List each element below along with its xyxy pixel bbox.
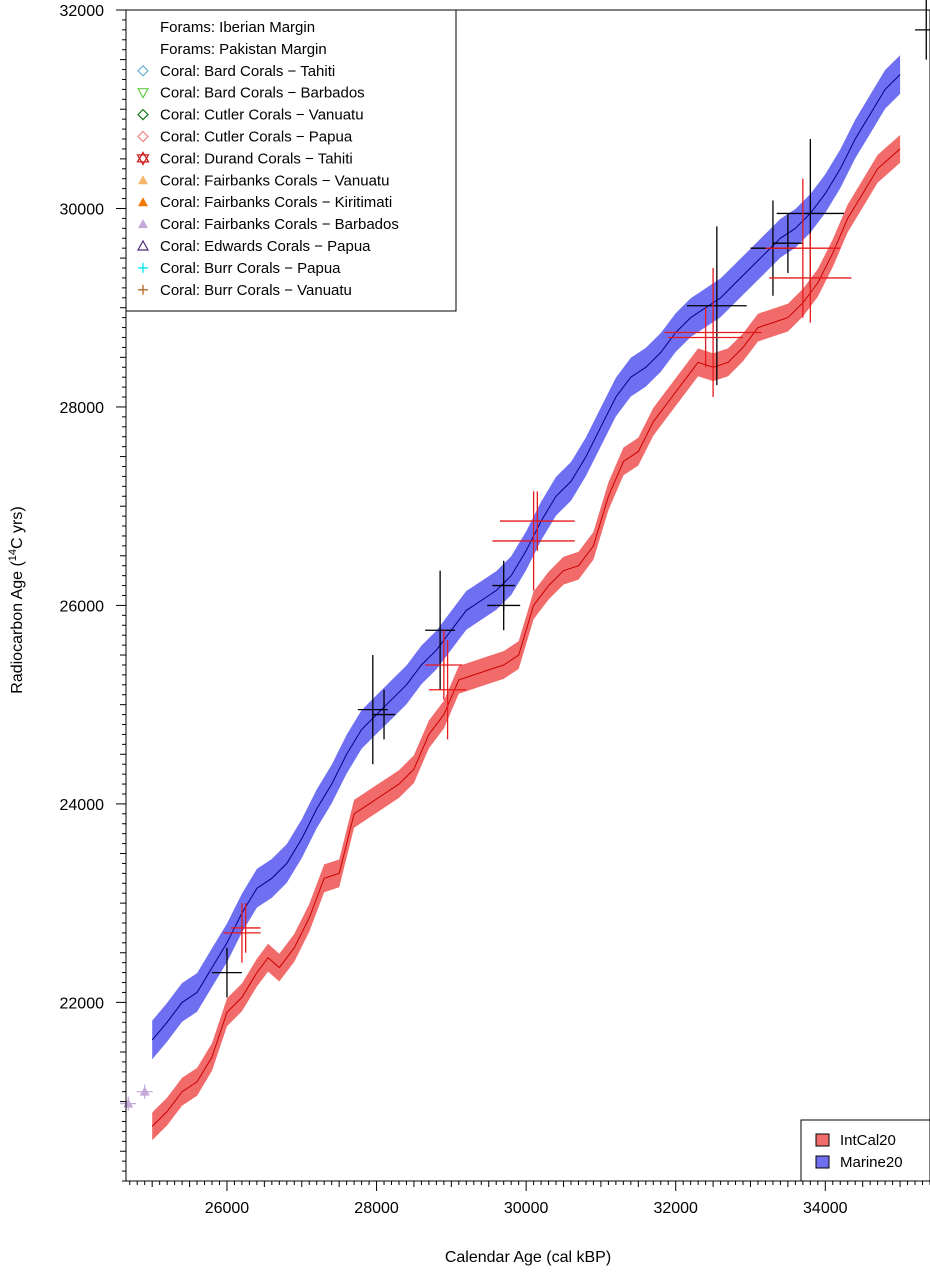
intcal-cross-0 bbox=[230, 903, 261, 953]
legend-curves: IntCal20 Marine20 bbox=[800, 1119, 930, 1182]
legend-entry-10-marker bbox=[136, 239, 150, 251]
forams-cross-2 bbox=[372, 689, 396, 740]
legend-entry-2-label: Coral: Bard Corals − Tahiti bbox=[160, 63, 335, 80]
legend-entry-9-label: Coral: Fairbanks Corals − Barbados bbox=[160, 216, 399, 233]
intcal-cross-8 bbox=[765, 178, 841, 318]
legend-entry-8-marker bbox=[138, 197, 148, 207]
legend-entry-10-label: Coral: Edwards Corals − Papua bbox=[160, 238, 371, 255]
legend-entry-11-label: Coral: Burr Corals − Papua bbox=[160, 260, 341, 277]
fairbanks-barbados-point-1 bbox=[120, 1096, 137, 1111]
legend-curves-box bbox=[800, 1119, 930, 1182]
legend-entry-7: Coral: Fairbanks Corals − Vanuatu bbox=[138, 172, 389, 189]
forams-cross-8 bbox=[772, 213, 803, 273]
forams-cross-0 bbox=[212, 947, 242, 998]
y-axis-title-main: Radiocarbon Age ( bbox=[9, 561, 26, 694]
intcal20-band bbox=[152, 135, 901, 1141]
legend-entry-3: Coral: Bard Corals − Barbados bbox=[136, 85, 365, 102]
intcal-cross-1 bbox=[223, 903, 261, 963]
legend-entry-3-label: Coral: Bard Corals − Barbados bbox=[160, 85, 365, 102]
forams-cross-6 bbox=[686, 226, 747, 386]
x-tick-label-32000: 32000 bbox=[653, 1200, 698, 1217]
y-axis-title-superscript: 14 bbox=[7, 549, 19, 561]
legend-entry-0: Forams: Iberian Margin bbox=[160, 19, 315, 36]
intcal-cross-6 bbox=[668, 307, 744, 368]
x-tick-label-28000: 28000 bbox=[354, 1200, 399, 1217]
intcal20-line bbox=[151, 148, 901, 1127]
forams-cross-10 bbox=[915, 0, 930, 60]
legend-entry-9-marker bbox=[138, 219, 148, 229]
y-axis-title: Radiocarbon Age (14C yrs) bbox=[7, 506, 26, 693]
legend-data-sources-box bbox=[125, 9, 457, 312]
y-tick-label-26000: 26000 bbox=[60, 598, 105, 615]
legend-curve-marine20-swatch bbox=[815, 1155, 830, 1169]
legend-curve-intcal20-swatch bbox=[815, 1133, 830, 1147]
forams-cross-3 bbox=[425, 570, 456, 690]
intcal-cross-9 bbox=[769, 233, 852, 323]
legend-data-sources: Forams: Iberian Margin Forams: Pakistan M… bbox=[125, 9, 457, 312]
data-points bbox=[120, 1084, 153, 1111]
y-axis: 22000 24000 26000 28000 30000 32000 bbox=[60, 3, 126, 1182]
legend-entry-6-label: Coral: Durand Corals − Tahiti bbox=[160, 150, 353, 167]
fairbanks-barbados-point-0 bbox=[136, 1084, 153, 1099]
intcal-cross-3 bbox=[428, 640, 467, 740]
legend-entry-10: Coral: Edwards Corals − Papua bbox=[136, 238, 371, 255]
legend-entry-12: Coral: Burr Corals − Vanuatu bbox=[138, 282, 352, 299]
x-axis: 26000 28000 30000 32000 34000 bbox=[129, 1181, 930, 1217]
legend-entry-6: Coral: Durand Corals − Tahiti bbox=[136, 150, 353, 167]
legend-entry-1: Forams: Pakistan Margin bbox=[160, 41, 327, 58]
legend-entry-9: Coral: Fairbanks Corals − Barbados bbox=[138, 216, 399, 233]
legend-entry-7-label: Coral: Fairbanks Corals − Vanuatu bbox=[160, 172, 389, 189]
y-tick-label-24000: 24000 bbox=[60, 797, 105, 814]
legend-entry-0-label: Forams: Iberian Margin bbox=[160, 19, 315, 36]
legend-curve-intcal20-label: IntCal20 bbox=[840, 1132, 896, 1149]
legend-entry-12-label: Coral: Burr Corals − Vanuatu bbox=[160, 282, 352, 299]
legend-curve-intcal20: IntCal20 bbox=[815, 1132, 896, 1149]
legend-entry-6-marker-down bbox=[136, 154, 150, 166]
legend-entry-5-label: Coral: Cutler Corals − Papua bbox=[160, 129, 353, 146]
y-tick-label-28000: 28000 bbox=[60, 400, 105, 417]
x-tick-label-26000: 26000 bbox=[205, 1200, 250, 1217]
legend-entry-1-label: Forams: Pakistan Margin bbox=[160, 41, 327, 58]
y-tick-label-22000: 22000 bbox=[60, 995, 105, 1012]
forams-cross-1 bbox=[357, 655, 388, 765]
y-tick-label-32000: 32000 bbox=[60, 3, 105, 20]
y-axis-title-tail: C yrs) bbox=[9, 506, 26, 549]
legend-curve-marine20-label: Marine20 bbox=[840, 1154, 903, 1171]
intcal-cross-5 bbox=[492, 491, 575, 591]
legend-entry-11: Coral: Burr Corals − Papua bbox=[138, 260, 341, 277]
intcal-cross-2 bbox=[425, 630, 463, 700]
forams-cross-5 bbox=[487, 580, 521, 631]
legend-entry-6-marker-up bbox=[136, 151, 150, 163]
fairbanks-barbados-point-0-marker bbox=[139, 1086, 150, 1096]
x-tick-label-34000: 34000 bbox=[803, 1200, 848, 1217]
x-tick-label-30000: 30000 bbox=[504, 1200, 549, 1217]
legend-entry-2: Coral: Bard Corals − Tahiti bbox=[137, 63, 335, 80]
legend-entry-8: Coral: Fairbanks Corals − Kiritimati bbox=[138, 194, 392, 211]
legend-entry-3-marker bbox=[136, 88, 150, 99]
legend-entry-5: Coral: Cutler Corals − Papua bbox=[137, 129, 353, 146]
legend-entry-8-label: Coral: Fairbanks Corals − Kiritimati bbox=[160, 194, 392, 211]
legend-entry-2-marker bbox=[137, 64, 149, 77]
legend-entry-4-label: Coral: Cutler Corals − Vanuatu bbox=[160, 107, 364, 124]
legend-entry-5-marker bbox=[137, 130, 149, 143]
legend-entry-4-marker bbox=[137, 108, 149, 121]
intcal-cross-7 bbox=[664, 268, 762, 398]
y-tick-label-30000: 30000 bbox=[60, 201, 105, 218]
legend-entry-4: Coral: Cutler Corals − Vanuatu bbox=[137, 107, 364, 124]
legend-entry-7-marker bbox=[138, 175, 148, 185]
x-axis-title: Calendar Age (cal kBP) bbox=[445, 1249, 611, 1266]
legend-curve-marine20: Marine20 bbox=[815, 1154, 903, 1171]
